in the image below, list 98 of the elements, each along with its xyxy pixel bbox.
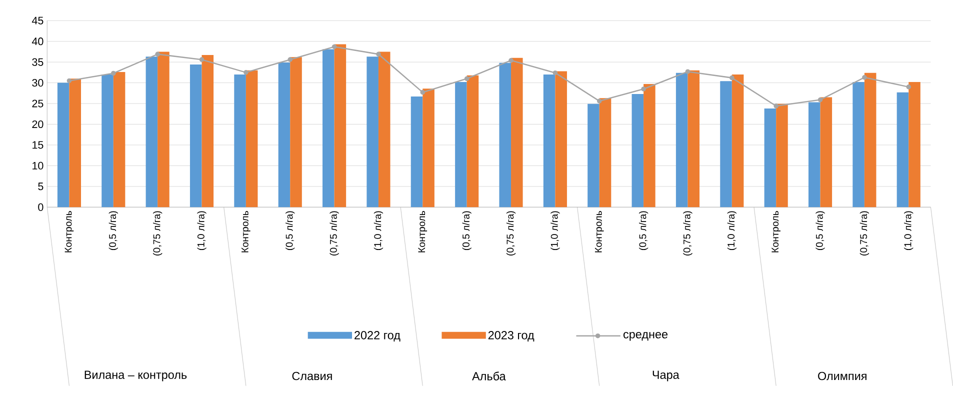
point (818, 98, 823, 102)
y-tick-label: 5 (38, 182, 44, 190)
y-tick-label: 25 (32, 100, 44, 108)
bar (378, 52, 390, 208)
x-tick-label: Контроль (418, 211, 428, 252)
point (376, 52, 381, 57)
bar (499, 63, 512, 208)
bar (113, 72, 126, 208)
bar (632, 94, 644, 208)
point (110, 71, 116, 76)
point (244, 70, 248, 76)
text: Чара (652, 370, 680, 382)
y-tick-label: 20 (32, 120, 44, 128)
x-tick-label: (0,5 л/га) (286, 211, 295, 250)
bar (466, 76, 479, 208)
y-tick-label: 30 (32, 79, 44, 87)
y-tick-label: 40 (32, 38, 44, 46)
point (199, 57, 204, 62)
point (685, 69, 690, 74)
x-tick-label: (0,5 л/га) (108, 211, 118, 250)
bar (422, 88, 434, 208)
point (464, 76, 470, 82)
x-tick-label: Контроль (772, 211, 780, 252)
x-tick-label: (0,75 л/га) (506, 211, 516, 256)
legend-label: среднее (623, 332, 668, 341)
bar (732, 74, 744, 208)
point (552, 70, 558, 76)
bar (852, 82, 864, 208)
point (66, 78, 72, 84)
bar (543, 74, 556, 208)
x-tick-label: (0,75 л/га) (860, 211, 869, 256)
bar (146, 56, 158, 208)
y-tick-label: 10 (32, 162, 44, 170)
bar (764, 108, 776, 208)
bar (57, 82, 70, 208)
x-tick-label: (1,0 л/га) (727, 211, 736, 250)
x-tick-label: (0,5 л/га) (462, 211, 472, 250)
x-tick-label: Контроль (242, 211, 250, 252)
x-tick-label: Контроль (594, 211, 604, 252)
x-tick-label: (1,0 л/га) (904, 211, 914, 250)
point (774, 104, 778, 109)
text: Олимпия (818, 372, 866, 380)
text: Славия (292, 372, 332, 380)
bar (896, 92, 909, 208)
bar (676, 73, 688, 208)
bar (588, 104, 600, 208)
point (641, 86, 646, 92)
bar (202, 55, 214, 208)
y-tick-label: 0 (38, 204, 44, 212)
bar (599, 98, 612, 208)
x-tick-label: (1,0 л/га) (550, 211, 560, 250)
bar (190, 64, 202, 208)
bar (455, 82, 467, 208)
point (730, 76, 734, 80)
y-tick-label: 45 (32, 17, 44, 25)
legend-label: 2022 год (354, 331, 400, 342)
bar (69, 78, 82, 208)
x-tick-label: (0,5 л/га) (816, 211, 825, 250)
legend-label: 2023 год (488, 331, 534, 342)
point (862, 75, 867, 80)
bar (820, 97, 832, 208)
bar (278, 62, 290, 208)
x-tick-label: (1,0 л/га) (374, 211, 384, 250)
bar (908, 82, 920, 208)
point (596, 98, 602, 104)
bar (864, 73, 876, 208)
bar (410, 96, 423, 208)
bar (290, 57, 302, 208)
bar (234, 74, 246, 208)
text: Вилана – контроль (84, 370, 187, 382)
x-tick-label: (0,75 л/га) (683, 211, 692, 256)
point (508, 58, 514, 63)
point (332, 44, 337, 50)
bar (158, 52, 170, 208)
bar (246, 70, 258, 208)
point (155, 52, 160, 57)
bar (776, 104, 788, 208)
point (288, 57, 293, 62)
bar (808, 102, 820, 208)
x-tick-label: (1,0 л/га) (197, 211, 206, 250)
x-tick-label: (0,75 л/га) (330, 211, 339, 256)
point (420, 90, 426, 95)
bar (334, 44, 346, 208)
bar (555, 71, 567, 208)
bar (644, 84, 656, 208)
bar (720, 81, 732, 208)
bar (102, 74, 114, 208)
x-tick-label: (0,5 л/га) (638, 211, 648, 250)
y-tick-label: 35 (32, 58, 44, 66)
bar (322, 49, 334, 208)
x-tick-label: (0,75 л/га) (153, 211, 162, 256)
bar (688, 70, 700, 208)
x-tick-label: Контроль (64, 211, 74, 252)
point (906, 84, 912, 90)
bar (511, 58, 523, 208)
text: Альба (472, 372, 506, 381)
y-tick-label: 15 (32, 141, 44, 149)
bar (366, 56, 378, 208)
